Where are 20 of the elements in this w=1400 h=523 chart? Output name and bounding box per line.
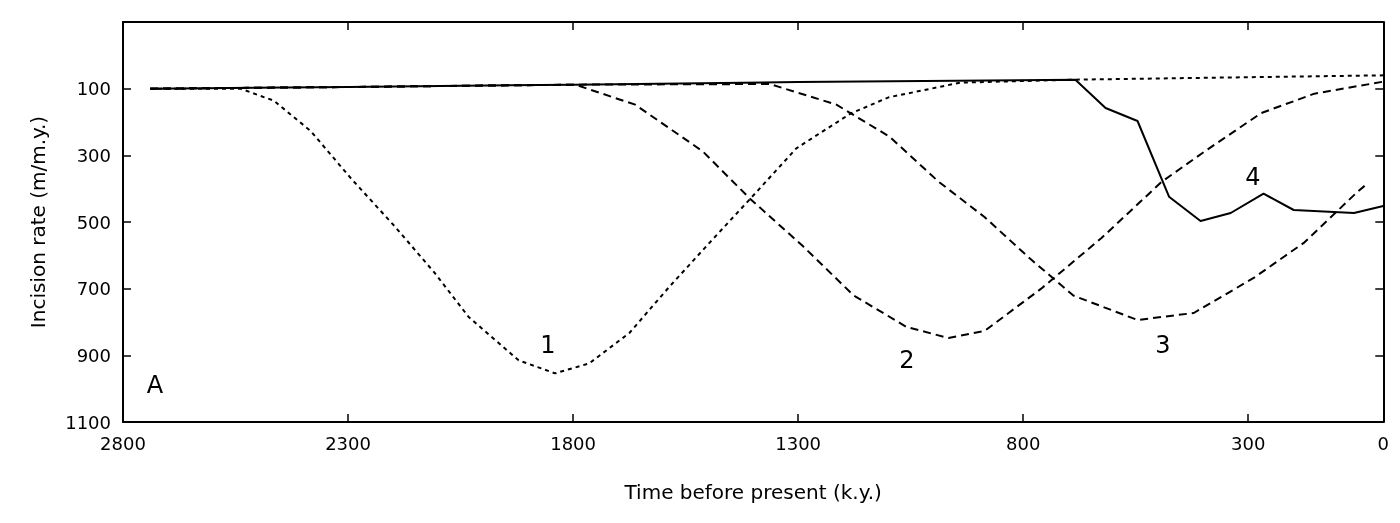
series-label: 4 [1245,163,1261,191]
series-label: 2 [899,346,915,374]
x-tick-label: 0 [1377,432,1389,454]
x-tick-label: 1300 [775,432,822,454]
y-tick-label: 700 [76,278,111,300]
x-tick-label: 2300 [325,432,371,454]
x-tick-label: 300 [1231,432,1266,454]
y-tick-label: 900 [76,344,111,366]
y-tick-label: 100 [76,78,111,100]
annotation: A [146,371,164,399]
series-label: 1 [540,331,556,359]
x-tick-label: 1800 [550,432,596,454]
x-axis-title: Time before present (k.y.) [623,480,882,504]
y-tick-label: 1100 [65,411,111,433]
y-tick-label: 300 [76,144,111,166]
y-axis-title: Incision rate (m/m.y.) [26,115,50,329]
series-label: 3 [1155,331,1171,359]
x-tick-label: 2800 [100,432,146,454]
x-tick-label: 800 [1006,432,1041,454]
y-tick-label: 500 [76,211,111,233]
